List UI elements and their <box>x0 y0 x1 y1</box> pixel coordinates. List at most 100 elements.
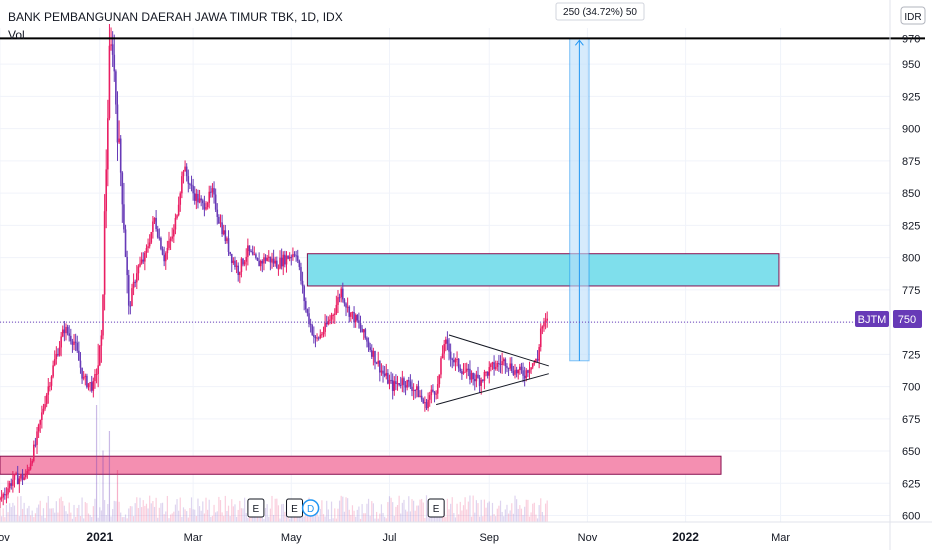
volume-bar <box>338 500 341 522</box>
volume-bar <box>379 513 381 522</box>
candle-body <box>383 373 386 376</box>
volume-bar <box>372 503 374 522</box>
candle-body <box>70 335 72 342</box>
volume-bar <box>517 508 519 522</box>
volume-bar <box>272 514 275 522</box>
candle-body <box>346 306 349 308</box>
x-tick-label: Nov <box>0 532 10 544</box>
volume-bar <box>419 499 421 522</box>
volume-bar <box>165 511 167 522</box>
volume-bar <box>477 503 479 522</box>
candle-body <box>264 257 267 261</box>
candle-body <box>201 200 204 204</box>
volume-bar <box>540 498 542 522</box>
candle-body <box>182 171 185 177</box>
volume-bar <box>340 495 342 522</box>
volume-bar <box>305 511 307 522</box>
candle-body <box>5 494 8 496</box>
volume-bar <box>459 501 461 522</box>
candle-body <box>197 193 199 203</box>
candle-body <box>127 275 130 306</box>
volume-bar <box>152 500 154 522</box>
candle-body <box>496 363 499 367</box>
volume-bar <box>176 499 178 522</box>
volume-bar <box>9 503 11 522</box>
volume-bar <box>42 508 45 522</box>
candle-body <box>94 374 96 382</box>
volume-bar <box>400 513 402 522</box>
candle-body <box>20 474 22 479</box>
volume-bar <box>392 502 394 522</box>
candle-body <box>192 185 194 194</box>
candle-body <box>350 312 352 317</box>
candle-body <box>187 176 190 184</box>
candle-body <box>284 254 286 265</box>
volume-bar <box>13 505 16 522</box>
volume-bar <box>157 517 159 522</box>
x-tick-label: Mar <box>771 532 790 544</box>
volume-bar <box>282 503 284 522</box>
candle-body <box>7 488 9 495</box>
currency-button[interactable]: IDR <box>900 6 926 25</box>
candle-body <box>398 383 400 385</box>
candle-body <box>519 366 521 370</box>
volume-bar <box>60 496 62 522</box>
volume-bar <box>147 508 149 522</box>
candle-body <box>362 329 365 333</box>
candle-body <box>321 334 323 336</box>
volume-bar <box>298 517 300 522</box>
candle-body <box>145 248 148 253</box>
candle-body <box>430 389 433 396</box>
candle-body <box>374 351 376 363</box>
candle-body <box>296 255 299 261</box>
volume-bar <box>401 502 403 522</box>
x-tick-label: Nov <box>578 532 598 544</box>
candle-body <box>493 362 495 369</box>
volume-bar <box>464 497 466 522</box>
volume-bar <box>321 500 323 522</box>
volume-bar <box>316 507 318 522</box>
volume-bar <box>322 514 325 522</box>
volume-bar <box>115 501 117 522</box>
candle-body <box>543 321 545 327</box>
volume-bar <box>94 498 96 522</box>
candle-body <box>18 478 21 485</box>
volume-bar <box>387 502 389 522</box>
volume-bar <box>10 507 12 522</box>
candle-body <box>420 395 423 400</box>
candle-body <box>271 258 273 263</box>
y-tick-label: 600 <box>902 511 920 523</box>
last-price-label: 750 <box>898 314 916 326</box>
volume-bar <box>142 500 144 522</box>
candle-body <box>483 372 486 381</box>
volume-bar <box>441 516 444 522</box>
volume-bar <box>485 507 487 522</box>
candle-body <box>147 246 149 249</box>
candle-body <box>23 477 25 480</box>
volume-bar <box>318 516 320 522</box>
candle-body <box>293 254 296 256</box>
volume-bar <box>264 507 267 522</box>
candle-body <box>185 166 188 177</box>
candle-body <box>309 323 312 326</box>
candle-body <box>535 358 537 363</box>
volume-bar <box>189 508 191 522</box>
volume-bar <box>240 508 243 522</box>
candle-body <box>110 44 112 46</box>
volume-bar <box>17 496 19 522</box>
volume-bar <box>301 516 304 522</box>
candle-body <box>313 334 315 337</box>
candle-body <box>98 345 101 366</box>
candle-body <box>424 402 426 404</box>
candle-body <box>105 169 108 212</box>
candle-body <box>301 280 304 287</box>
candle-body <box>433 391 436 395</box>
volume-bar <box>470 516 473 522</box>
candle-body <box>366 337 368 342</box>
candle-body <box>126 256 128 276</box>
measure-arrow-head <box>574 39 584 46</box>
candle-body <box>132 281 135 289</box>
candle-body <box>306 309 309 314</box>
